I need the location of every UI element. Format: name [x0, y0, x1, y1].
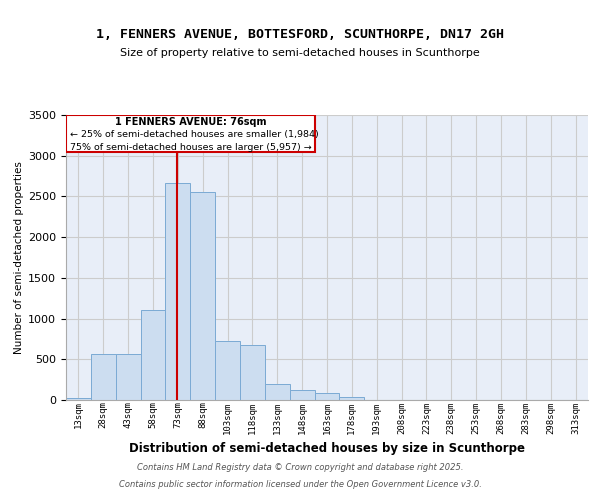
Text: 75% of semi-detached houses are larger (5,957) →: 75% of semi-detached houses are larger (… — [70, 144, 311, 152]
Bar — [116, 354, 140, 400]
Bar — [314, 394, 340, 400]
Bar — [190, 192, 215, 400]
Bar — [240, 346, 265, 400]
Bar — [91, 354, 116, 400]
Bar — [340, 396, 364, 400]
Text: Size of property relative to semi-detached houses in Scunthorpe: Size of property relative to semi-detach… — [120, 48, 480, 58]
X-axis label: Distribution of semi-detached houses by size in Scunthorpe: Distribution of semi-detached houses by … — [129, 442, 525, 455]
Text: Contains public sector information licensed under the Open Government Licence v3: Contains public sector information licen… — [119, 480, 481, 489]
Bar — [140, 310, 166, 400]
Bar — [215, 342, 240, 400]
Y-axis label: Number of semi-detached properties: Number of semi-detached properties — [14, 161, 24, 354]
FancyBboxPatch shape — [66, 115, 314, 152]
Bar — [166, 184, 190, 400]
Bar — [265, 384, 290, 400]
Bar — [66, 398, 91, 400]
Text: 1 FENNERS AVENUE: 76sqm: 1 FENNERS AVENUE: 76sqm — [115, 118, 266, 128]
Text: ← 25% of semi-detached houses are smaller (1,984): ← 25% of semi-detached houses are smalle… — [70, 130, 319, 138]
Bar — [290, 390, 314, 400]
Text: Contains HM Land Registry data © Crown copyright and database right 2025.: Contains HM Land Registry data © Crown c… — [137, 462, 463, 471]
Text: 1, FENNERS AVENUE, BOTTESFORD, SCUNTHORPE, DN17 2GH: 1, FENNERS AVENUE, BOTTESFORD, SCUNTHORP… — [96, 28, 504, 40]
